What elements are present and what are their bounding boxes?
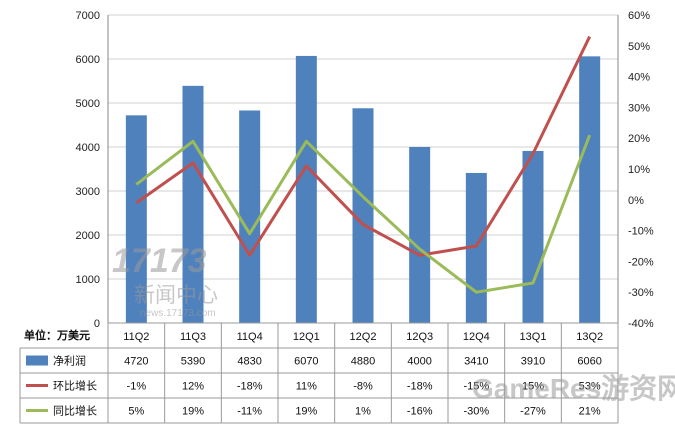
- logo-watermark: 17173: [112, 242, 207, 280]
- y2-tick-label: 20%: [628, 133, 650, 145]
- data-label: 3410: [464, 356, 488, 368]
- category-label: 12Q1: [293, 331, 320, 343]
- series-line: [135, 134, 592, 294]
- series-name: 同比增长: [53, 404, 97, 418]
- data-label: 19%: [182, 406, 204, 418]
- y-tick-label: 4000: [76, 142, 100, 154]
- y-tick-label: 5000: [76, 98, 100, 110]
- data-label: -16%: [407, 406, 433, 418]
- y2-tick-label: 60%: [628, 10, 650, 22]
- unit-label: 单位：万美元: [24, 328, 90, 342]
- category-label: 12Q3: [406, 331, 433, 343]
- data-label: -15%: [463, 381, 489, 393]
- legend-key: [26, 355, 48, 366]
- category-label: 13Q2: [576, 331, 603, 343]
- data-label: 15%: [522, 381, 544, 393]
- y-tick-label: 6000: [76, 54, 100, 66]
- category-label: 12Q2: [350, 331, 377, 343]
- bar: [465, 172, 487, 323]
- data-label: 5%: [128, 406, 144, 418]
- data-label: 5390: [181, 356, 205, 368]
- y2-tick-label: -30%: [628, 287, 654, 299]
- y2-tick-label: 0%: [628, 195, 644, 207]
- category-label: 11Q3: [180, 331, 206, 343]
- category-label: 11Q2: [123, 331, 149, 343]
- data-label: -8%: [353, 381, 373, 393]
- data-label: -18%: [237, 381, 263, 393]
- data-label: -27%: [520, 406, 546, 418]
- bar: [295, 55, 317, 324]
- data-label: 21%: [579, 406, 601, 418]
- category-label: 13Q1: [520, 331, 547, 343]
- y-tick-label: 2000: [76, 230, 100, 242]
- y2-tick-label: 50%: [628, 41, 650, 53]
- data-label: 53%: [579, 381, 601, 393]
- y-tick-label: 7000: [76, 10, 100, 22]
- category-label: 11Q4: [237, 331, 263, 343]
- data-label: 6060: [577, 356, 601, 368]
- y2-tick-label: -10%: [628, 226, 654, 238]
- y-tick-label: 0: [94, 318, 100, 330]
- series-name: 环比增长: [53, 379, 97, 393]
- data-label: 4880: [351, 356, 375, 368]
- y2-tick-label: 40%: [628, 72, 650, 84]
- bar: [125, 115, 147, 323]
- data-label: 19%: [295, 406, 317, 418]
- data-label: 4720: [124, 356, 148, 368]
- data-label: 1%: [355, 406, 371, 418]
- data-label: 4830: [237, 356, 261, 368]
- bar: [579, 56, 601, 324]
- logo-watermark-text: 新闻中心: [134, 284, 218, 307]
- data-label: -18%: [407, 381, 433, 393]
- y2-tick-label: 30%: [628, 102, 650, 114]
- bar: [239, 110, 261, 323]
- data-label: 3910: [521, 356, 545, 368]
- data-label: -1%: [127, 381, 147, 393]
- y2-tick-label: 10%: [628, 164, 650, 176]
- y-tick-label: 3000: [76, 186, 100, 198]
- logo-watermark-url: news.17173.com: [140, 308, 216, 319]
- data-label: 4000: [407, 356, 431, 368]
- gameres-watermark: GameRes游资网: [472, 373, 675, 404]
- data-label: -11%: [237, 406, 262, 418]
- bar: [409, 147, 431, 323]
- y2-tick-label: -40%: [628, 318, 654, 330]
- data-label: -30%: [463, 406, 489, 418]
- data-label: 6070: [294, 356, 318, 368]
- series-line: [135, 35, 592, 257]
- y-tick-label: 1000: [76, 274, 100, 286]
- bar: [352, 108, 374, 323]
- category-label: 12Q4: [463, 331, 490, 343]
- data-label: 12%: [182, 381, 204, 393]
- series-name: 净利润: [53, 354, 86, 368]
- bar: [522, 150, 544, 323]
- y2-tick-label: -20%: [628, 256, 654, 268]
- data-label: 11%: [296, 381, 317, 393]
